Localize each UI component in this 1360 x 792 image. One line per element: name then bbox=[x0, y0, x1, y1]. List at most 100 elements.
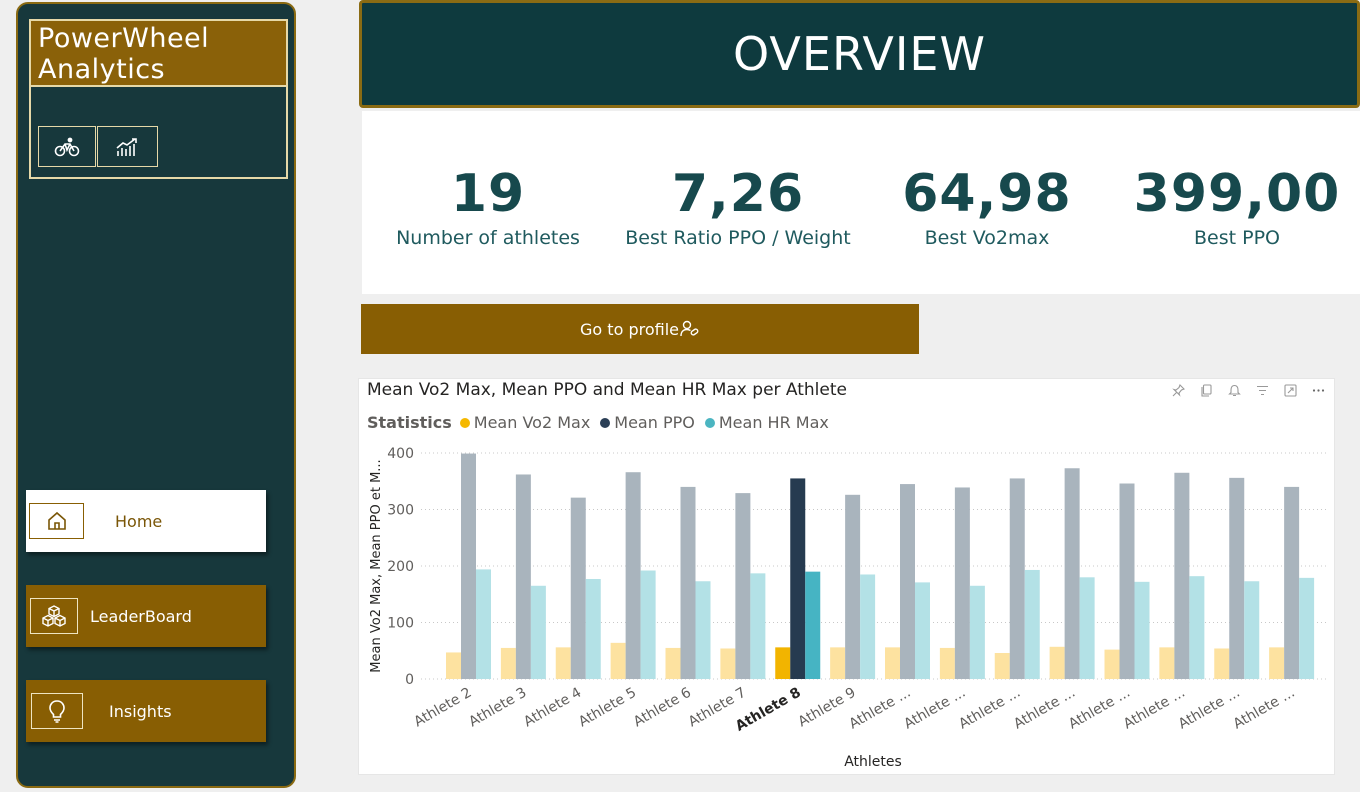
chart-legend: Statistics Mean Vo2 Max Mean PPO Mean HR… bbox=[367, 413, 839, 432]
analytics-button[interactable] bbox=[97, 126, 158, 167]
x-tick-label: Athlete ... bbox=[956, 685, 1023, 733]
chart-bar bbox=[1009, 478, 1025, 679]
chart-bar bbox=[610, 642, 626, 679]
nav-home-icon-box bbox=[29, 503, 84, 539]
chart-bar bbox=[1299, 577, 1315, 679]
chart-bar bbox=[461, 453, 476, 679]
cubes-icon bbox=[42, 605, 66, 627]
x-tick-label: Athlete ... bbox=[1176, 685, 1243, 733]
chart-bar bbox=[1214, 648, 1230, 679]
x-tick-label: Athlete ... bbox=[901, 685, 968, 733]
page-title: OVERVIEW bbox=[733, 27, 986, 81]
nav-leaderboard-icon-box bbox=[30, 598, 78, 634]
chart-bar bbox=[530, 585, 546, 679]
chart-bar bbox=[1229, 477, 1245, 679]
chart-bar bbox=[500, 647, 516, 679]
chart-bar bbox=[570, 497, 586, 679]
lightbulb-icon bbox=[49, 700, 65, 723]
y-axis-title: Mean Vo2 Max, Mean PPO et M... bbox=[369, 459, 384, 672]
chart-bar bbox=[885, 647, 900, 679]
chart-bar bbox=[954, 487, 970, 679]
chart-bar bbox=[1284, 486, 1300, 679]
legend-item[interactable]: Mean Vo2 Max bbox=[459, 413, 590, 432]
chart-bar bbox=[680, 486, 696, 679]
y-tick-label: 300 bbox=[387, 503, 414, 519]
chart-bar bbox=[994, 653, 1010, 679]
chart-bar bbox=[1269, 647, 1285, 679]
copy-icon[interactable] bbox=[1199, 383, 1214, 398]
legend-item[interactable]: Mean HR Max bbox=[704, 413, 829, 432]
chart-bar bbox=[830, 647, 846, 679]
chart-bar bbox=[915, 582, 930, 679]
kpi-card-vo2max: 64,98 Best Vo2max bbox=[862, 163, 1112, 251]
brand-title: PowerWheel Analytics bbox=[31, 21, 286, 87]
user-link-icon bbox=[680, 320, 699, 337]
chart-bar bbox=[860, 574, 876, 679]
home-icon bbox=[47, 511, 66, 530]
kpi-card-ppo: 399,00 Best PPO bbox=[1112, 163, 1360, 251]
chart-bar bbox=[640, 570, 656, 679]
chart-bar bbox=[1104, 649, 1120, 679]
chart-bar bbox=[1174, 472, 1190, 679]
chart-toolbar bbox=[1171, 383, 1326, 398]
x-tick-label: Athlete 3 bbox=[466, 685, 529, 731]
nav-insights-button[interactable]: Insights bbox=[26, 680, 266, 742]
chart-bar bbox=[585, 578, 601, 679]
chart-bar bbox=[790, 478, 806, 679]
kpi-label: Best Ratio PPO / Weight bbox=[625, 227, 851, 249]
filter-icon[interactable] bbox=[1255, 383, 1270, 398]
nav-leaderboard-button[interactable]: LeaderBoard bbox=[26, 585, 266, 647]
chart-bar bbox=[476, 569, 491, 679]
chart-bar bbox=[720, 648, 736, 679]
go-to-profile-button[interactable]: Go to profile bbox=[361, 304, 919, 354]
chart-bar bbox=[1159, 647, 1175, 679]
nav-home-label: Home bbox=[115, 511, 163, 531]
kpi-label: Best Vo2max bbox=[924, 227, 1050, 249]
kpi-panel: 19 Number of athletes 7,26 Best Ratio PP… bbox=[362, 111, 1360, 294]
sidebar: PowerWheel Analytics Home bbox=[16, 2, 296, 788]
legend-marker bbox=[600, 417, 611, 428]
chart-bar bbox=[625, 472, 641, 679]
legend-title: Statistics bbox=[367, 413, 452, 432]
kpi-card-athletes: 19 Number of athletes bbox=[363, 163, 613, 251]
chart-bar bbox=[665, 647, 681, 679]
chart-bar bbox=[1244, 581, 1260, 679]
nav-home-button[interactable]: Home bbox=[26, 490, 266, 552]
chart-bar bbox=[1049, 646, 1065, 679]
more-options-icon[interactable] bbox=[1311, 383, 1326, 398]
x-tick-label: Athlete ... bbox=[1121, 685, 1188, 733]
chart-bar bbox=[1119, 483, 1135, 679]
chart-bar bbox=[939, 647, 955, 679]
go-to-profile-label: Go to profile bbox=[580, 319, 679, 339]
x-tick-label: Athlete ... bbox=[1011, 685, 1078, 733]
chart-bar bbox=[750, 573, 766, 679]
legend-marker bbox=[704, 417, 715, 428]
x-tick-label: Athlete 5 bbox=[576, 685, 639, 731]
chart-bar bbox=[805, 571, 821, 679]
pin-icon[interactable] bbox=[1171, 383, 1186, 398]
chart-bar bbox=[735, 493, 751, 679]
nav-leaderboard-label: LeaderBoard bbox=[90, 606, 192, 626]
y-tick-label: 0 bbox=[405, 672, 414, 688]
bike-button[interactable] bbox=[38, 126, 96, 167]
x-tick-label: Athlete 2 bbox=[411, 685, 474, 731]
page-header: OVERVIEW bbox=[359, 0, 1360, 108]
x-tick-label: Athlete ... bbox=[847, 685, 914, 733]
y-tick-label: 400 bbox=[387, 446, 414, 462]
y-tick-label: 100 bbox=[387, 616, 414, 632]
chart-bar bbox=[515, 474, 531, 679]
legend-item[interactable]: Mean PPO bbox=[600, 413, 695, 432]
bell-icon[interactable] bbox=[1227, 383, 1242, 398]
chart-title: Mean Vo2 Max, Mean PPO and Mean HR Max p… bbox=[367, 380, 847, 400]
legend-label: Mean HR Max bbox=[718, 413, 829, 432]
kpi-label: Best PPO bbox=[1194, 227, 1280, 249]
bike-icon bbox=[54, 137, 80, 156]
chart-bar bbox=[1134, 581, 1150, 679]
kpi-value: 7,26 bbox=[671, 164, 805, 224]
kpi-value: 399,00 bbox=[1133, 164, 1341, 224]
focus-mode-icon[interactable] bbox=[1283, 383, 1298, 398]
kpi-label: Number of athletes bbox=[396, 227, 580, 249]
chart-bar bbox=[900, 484, 915, 679]
chart-bar bbox=[775, 647, 791, 679]
